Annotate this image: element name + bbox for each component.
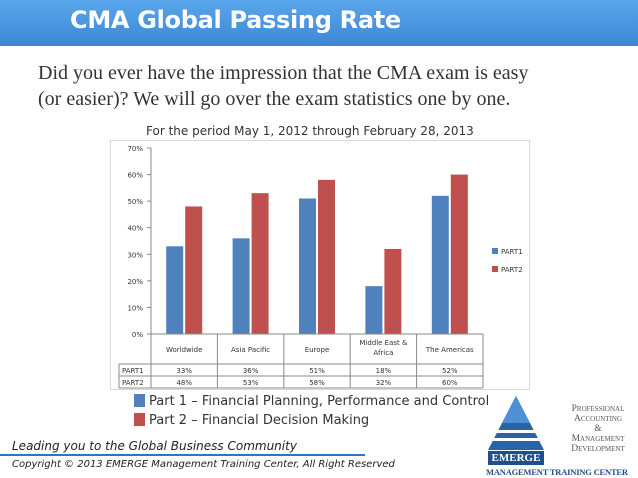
- legend-swatch-part2: [492, 266, 498, 272]
- table-cell: 53%: [243, 379, 259, 387]
- table-cell: 33%: [176, 367, 192, 375]
- x-category-label: Asia Pacific: [231, 346, 270, 354]
- footer-tagline: Leading you to the Global Business Commu…: [12, 439, 297, 453]
- slide-title: CMA Global Passing Rate: [70, 6, 401, 34]
- y-tick-label: 50%: [127, 198, 143, 206]
- part1-swatch: [134, 394, 145, 407]
- logo-line-3: &: [594, 424, 602, 434]
- bar-part1-4: [431, 195, 449, 334]
- part1-legend-label: Part 1 – Financial Planning, Performance…: [149, 394, 490, 409]
- bar-part2-1: [251, 193, 269, 334]
- y-tick-label: 30%: [127, 251, 143, 259]
- table-cell: 58%: [309, 379, 325, 387]
- legend-swatch-part1: [492, 248, 498, 254]
- logo-line-5: Development: [571, 444, 625, 454]
- logo-name: EMERGE: [488, 451, 544, 465]
- legend-label-part2: PART2: [501, 266, 523, 274]
- legend-label-part1: PART1: [501, 248, 523, 256]
- passing-rate-chart: 0% 10% 20% 30% 40% 50% 60% 70% Worldwide Asia Pac…: [118, 145, 523, 389]
- x-category-label: Worldwide: [166, 346, 202, 354]
- logo-line-1: Professional: [571, 404, 625, 414]
- table-cell: 60%: [442, 379, 458, 387]
- y-tick-label: 70%: [127, 145, 143, 153]
- table-cell: 32%: [376, 379, 392, 387]
- table-row-label: PART1: [122, 367, 144, 375]
- bar-part2-2: [318, 179, 335, 334]
- bar-part2-3: [384, 248, 402, 334]
- table-row-label: PART2: [122, 379, 144, 387]
- y-tick-label: 0%: [132, 331, 143, 339]
- logo-subtitle: MANAGEMENT TRAINING CENTER: [486, 467, 628, 477]
- x-category-label: Europe: [305, 346, 330, 354]
- bar-part1-0: [166, 246, 184, 334]
- table-cell: 36%: [243, 367, 259, 375]
- logo-line-2: Accounting: [573, 414, 623, 424]
- logo-wordmark: Professional Accounting & Management Dev…: [558, 404, 638, 454]
- table-cell: 52%: [442, 367, 458, 375]
- x-category-label: Middle East & Africa: [359, 339, 408, 357]
- part-legend: Part 1 – Financial Planning, Performance…: [134, 392, 489, 430]
- logo-line-4: Management: [571, 434, 625, 444]
- bar-part2-0: [185, 206, 203, 334]
- bar-part2-4: [450, 174, 468, 334]
- table-cell: 48%: [176, 379, 192, 387]
- part-legend-item-2: Part 2 – Financial Decision Making: [134, 411, 489, 430]
- part-legend-item-1: Part 1 – Financial Planning, Performance…: [134, 392, 489, 411]
- footer-divider: [0, 454, 365, 456]
- footer-copyright: Copyright © 2013 EMERGE Management Train…: [12, 459, 395, 470]
- part2-legend-label: Part 2 – Financial Decision Making: [149, 413, 370, 428]
- intro-text: Did you ever have the impression that th…: [38, 60, 628, 112]
- y-tick-label: 20%: [127, 278, 143, 286]
- bar-part1-3: [365, 286, 383, 334]
- y-tick-label: 10%: [127, 304, 143, 312]
- intro-line-2: (or easier)? We will go over the exam st…: [38, 88, 511, 110]
- title-bar: CMA Global Passing Rate: [0, 0, 638, 46]
- period-caption: For the period May 1, 2012 through Febru…: [146, 124, 474, 138]
- emerge-logo-icon: [488, 396, 544, 450]
- table-cell: 18%: [376, 367, 392, 375]
- table-cell: 51%: [309, 367, 325, 375]
- bar-part1-2: [299, 198, 316, 334]
- part2-swatch: [134, 413, 145, 426]
- x-category-label: The Americas: [425, 346, 474, 354]
- y-tick-label: 40%: [127, 225, 143, 233]
- intro-line-1: Did you ever have the impression that th…: [38, 62, 529, 84]
- bar-part1-1: [232, 238, 250, 334]
- chart-container: 0% 10% 20% 30% 40% 50% 60% 70% Worldwide Asia Pac…: [110, 140, 530, 390]
- y-tick-label: 60%: [127, 172, 143, 180]
